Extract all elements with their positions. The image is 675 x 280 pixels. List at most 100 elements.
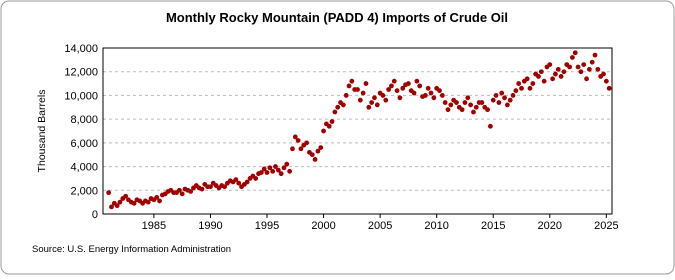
data-point bbox=[553, 71, 558, 77]
data-point bbox=[555, 66, 561, 72]
data-point bbox=[507, 97, 513, 103]
y-tick-label: 8,000 bbox=[70, 114, 98, 126]
data-point bbox=[462, 100, 468, 105]
data-point bbox=[584, 76, 589, 82]
data-point bbox=[267, 165, 273, 171]
y-tick-label: 14,000 bbox=[64, 43, 98, 55]
data-point bbox=[335, 104, 341, 110]
data-point bbox=[154, 194, 160, 200]
data-point bbox=[575, 64, 581, 70]
data-point bbox=[595, 66, 601, 72]
y-axis-label: Thousand Barrels bbox=[36, 90, 48, 173]
data-point bbox=[208, 184, 213, 190]
data-point bbox=[360, 90, 366, 96]
data-point bbox=[340, 102, 346, 108]
x-tick-label: 2025 bbox=[594, 220, 618, 232]
data-point bbox=[592, 52, 598, 58]
data-point bbox=[496, 100, 502, 105]
data-point bbox=[536, 74, 541, 79]
data-point bbox=[295, 138, 301, 143]
data-point bbox=[411, 90, 417, 96]
data-point bbox=[244, 179, 250, 185]
data-point bbox=[479, 100, 485, 105]
data-point bbox=[606, 85, 612, 91]
data-point bbox=[578, 69, 584, 75]
data-point bbox=[541, 78, 547, 84]
source-note: Source: U.S. Energy Information Administ… bbox=[32, 244, 231, 255]
data-point bbox=[454, 100, 459, 105]
y-tick-label: 12,000 bbox=[64, 67, 98, 79]
data-point bbox=[233, 177, 239, 183]
data-point bbox=[349, 78, 355, 84]
x-tick-label: 2000 bbox=[311, 220, 335, 232]
data-point bbox=[589, 59, 595, 65]
data-point bbox=[380, 93, 386, 98]
data-point bbox=[366, 104, 372, 110]
data-point bbox=[264, 170, 270, 175]
data-point bbox=[431, 95, 437, 101]
data-point bbox=[428, 90, 434, 96]
data-point bbox=[538, 69, 544, 75]
data-point bbox=[530, 81, 536, 86]
data-point bbox=[558, 74, 564, 79]
data-point bbox=[117, 199, 123, 205]
data-point bbox=[572, 50, 578, 56]
data-point bbox=[603, 78, 609, 84]
data-point bbox=[109, 204, 114, 210]
data-point bbox=[261, 166, 267, 172]
data-point bbox=[510, 93, 516, 98]
data-point bbox=[499, 90, 505, 96]
data-point bbox=[473, 104, 479, 110]
data-point bbox=[405, 81, 411, 86]
data-point bbox=[383, 97, 389, 103]
data-point bbox=[502, 95, 507, 101]
data-point bbox=[389, 83, 394, 89]
data-point bbox=[273, 164, 278, 169]
data-point bbox=[547, 62, 553, 67]
y-tick-label: 4,000 bbox=[70, 162, 98, 174]
data-point bbox=[281, 165, 287, 171]
y-tick-label: 10,000 bbox=[64, 90, 98, 102]
x-tick-label: 1990 bbox=[198, 220, 222, 232]
data-point bbox=[326, 123, 332, 129]
data-point bbox=[465, 95, 471, 101]
data-point bbox=[253, 176, 259, 181]
data-point bbox=[123, 193, 129, 199]
plot-area bbox=[102, 47, 613, 215]
data-point bbox=[329, 119, 335, 124]
data-point bbox=[157, 198, 162, 204]
data-point bbox=[425, 85, 431, 91]
data-point bbox=[236, 180, 242, 186]
x-tick-label: 2010 bbox=[424, 220, 448, 232]
data-point bbox=[527, 85, 533, 91]
data-point bbox=[363, 81, 369, 86]
data-point bbox=[258, 170, 264, 175]
data-point bbox=[394, 88, 400, 94]
data-point bbox=[561, 69, 567, 75]
data-point bbox=[284, 161, 290, 167]
data-point bbox=[485, 107, 490, 113]
data-point bbox=[493, 93, 499, 98]
data-point bbox=[332, 109, 338, 115]
data-point bbox=[318, 145, 324, 151]
data-point bbox=[448, 102, 454, 108]
data-point bbox=[309, 152, 315, 158]
data-point bbox=[414, 78, 420, 84]
data-point bbox=[315, 148, 321, 154]
data-point bbox=[199, 186, 205, 192]
data-point bbox=[372, 95, 377, 101]
data-point bbox=[519, 85, 524, 91]
data-point bbox=[145, 199, 151, 205]
data-point bbox=[442, 100, 448, 105]
data-point bbox=[397, 95, 403, 101]
data-point bbox=[321, 128, 326, 134]
data-point bbox=[567, 64, 572, 70]
data-point bbox=[278, 171, 284, 177]
chart-title: Monthly Rocky Mountain (PADD 4) Imports … bbox=[166, 10, 508, 25]
data-point bbox=[287, 168, 293, 174]
data-point bbox=[386, 87, 392, 92]
data-point bbox=[586, 66, 592, 72]
